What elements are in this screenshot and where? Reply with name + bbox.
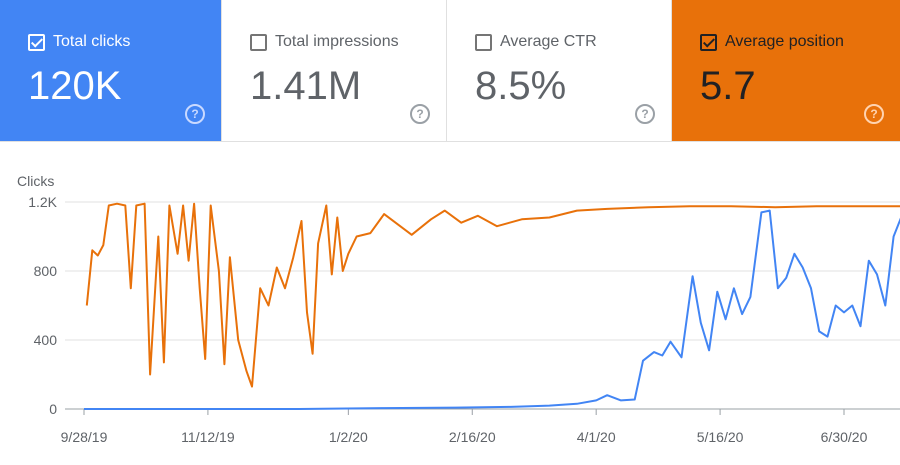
metric-card-total-clicks[interactable]: Total clicks 120K ? [0,0,222,142]
help-icon[interactable]: ? [410,104,430,124]
series-line-average-position [85,202,900,388]
series-lines [84,202,900,410]
help-icon[interactable]: ? [635,104,655,124]
metric-card-average-ctr[interactable]: Average CTR 8.5% ? [447,0,672,142]
y-tick-label: 1.2K [28,194,57,210]
metric-value: 8.5% [475,64,567,108]
metric-label: Average CTR [500,33,597,50]
y-tick-label: 800 [34,263,58,279]
x-tick-label: 5/16/20 [697,429,744,445]
x-tick-label: 6/30/20 [821,429,868,445]
x-tick-label: 9/28/19 [61,429,108,445]
checkbox-unchecked-icon[interactable] [475,33,492,51]
x-tick-label: 1/2/20 [329,429,368,445]
help-icon[interactable]: ? [864,104,884,124]
checkbox-checked-icon[interactable] [28,33,45,51]
y-tick-label: 0 [49,401,57,417]
series-line-clicks [84,209,900,410]
x-tick-label: 11/12/19 [181,429,235,445]
metric-card-header: Average position [700,33,844,51]
performance-chart: Clicks 0 400 800 1.2K 9/28/19 11/12/19 1/2/20… [0,142,900,460]
x-tick-label: 2/16/20 [449,429,496,445]
gridlines [65,201,900,410]
metric-card-average-position[interactable]: Average position 5.7 ? [672,0,900,142]
chart-svg: Clicks 0 400 800 1.2K 9/28/19 11/12/19 1/2/20… [17,173,900,445]
x-axis-ticks: 9/28/19 11/12/19 1/2/20 2/16/20 4/1/20 5/16/2… [61,409,868,445]
metric-value: 120K [28,64,122,108]
checkbox-unchecked-icon[interactable] [250,33,267,51]
help-icon[interactable]: ? [185,104,205,124]
metric-card-header: Total impressions [250,33,399,51]
metric-value: 5.7 [700,64,756,108]
metric-cards: Total clicks 120K ? Total impressions 1.… [0,0,900,142]
metric-label: Total impressions [275,33,399,50]
x-tick-label: 4/1/20 [577,429,616,445]
metric-card-total-impressions[interactable]: Total impressions 1.41M ? [222,0,447,142]
y-axis-ticks: 0 400 800 1.2K [28,194,57,417]
y-axis-title: Clicks [17,173,54,189]
metric-card-header: Total clicks [28,33,130,51]
y-tick-label: 400 [34,332,58,348]
metric-card-header: Average CTR [475,33,597,51]
metric-label: Total clicks [53,33,131,50]
metric-value: 1.41M [250,64,362,108]
metric-label: Average position [725,33,844,50]
checkbox-checked-icon[interactable] [700,33,717,51]
